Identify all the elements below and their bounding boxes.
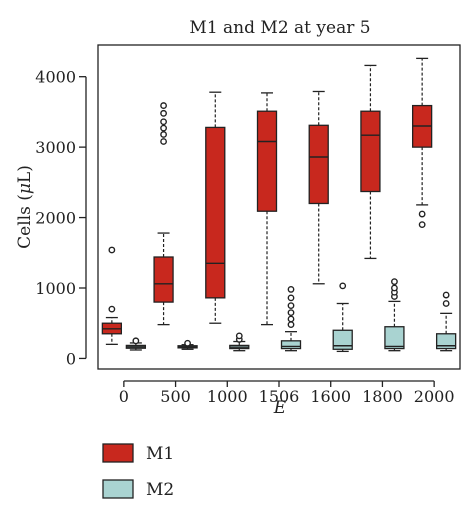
x-tick-label: 2000 <box>414 387 455 406</box>
plot-frame <box>97 44 461 370</box>
outlier-point <box>235 332 243 340</box>
boxplot-m1-1506 <box>256 92 278 326</box>
outlier-point <box>184 339 191 347</box>
box <box>384 326 405 350</box>
box <box>435 333 457 350</box>
boxplots <box>101 57 457 353</box>
outlier-point <box>160 138 167 145</box>
box <box>153 256 174 303</box>
outlier-point <box>418 210 426 218</box>
boxplot-m2-1600 <box>332 282 353 353</box>
boxplot-m1-1600 <box>308 90 329 285</box>
x-axis-label: E <box>273 398 287 418</box>
boxplot-m2-2000 <box>435 291 457 352</box>
y-tick-label: 0 <box>66 349 76 368</box>
y-axis-label: Cells (μL) <box>15 165 35 249</box>
y-tick-label: 1000 <box>35 279 76 298</box>
outlier-point <box>287 302 295 310</box>
boxplot-m1-0 <box>101 246 123 345</box>
outlier-point <box>391 278 398 286</box>
legend-label-m1: M1 <box>146 444 174 464</box>
chart-title: M1 and M2 at year 5 <box>189 18 370 38</box>
boxplot-m1-1000 <box>205 91 226 324</box>
boxplot-m2-1800 <box>384 278 405 352</box>
y-tick-label: 2000 <box>35 209 76 228</box>
outlier-point <box>287 309 295 317</box>
box <box>280 340 302 350</box>
x-tick-label: 500 <box>160 387 191 406</box>
boxplot-m2-0 <box>125 337 147 351</box>
outlier-point <box>108 246 116 254</box>
box <box>332 329 353 350</box>
outlier-point <box>287 321 295 329</box>
box <box>205 126 226 299</box>
outlier-point <box>442 300 450 307</box>
boxplot-m1-500 <box>153 102 174 326</box>
box <box>360 110 381 193</box>
outlier-point <box>160 131 167 138</box>
outlier-point <box>442 291 450 299</box>
x-axis: 0 500 1000 1506 1600 1800 2000 <box>119 380 455 406</box>
boxplot-m2-1000 <box>229 332 250 352</box>
outlier-point <box>108 305 116 313</box>
y-axis: 0 1000 2000 3000 4000 <box>35 68 87 368</box>
box <box>308 124 329 205</box>
outlier-point <box>160 109 167 117</box>
outlier-point <box>160 124 167 132</box>
x-tick-label: 0 <box>119 387 129 406</box>
boxplot-m2-1506 <box>280 286 302 352</box>
boxplot-m2-500 <box>177 339 198 350</box>
outlier-point <box>160 102 167 109</box>
outlier-point <box>287 315 295 323</box>
outlier-point <box>391 284 398 292</box>
x-tick-label: 1000 <box>207 387 248 406</box>
legend-swatch-m1 <box>102 443 134 463</box>
boxplot-m1-1800 <box>360 64 381 260</box>
outlier-point <box>287 286 295 293</box>
y-tick-label: 3000 <box>35 138 76 157</box>
outlier-point <box>339 282 347 290</box>
outlier-point <box>132 337 140 345</box>
y-tick-label: 4000 <box>35 68 76 87</box>
outlier-point <box>160 118 167 126</box>
outlier-point <box>418 221 426 229</box>
boxplot-m1-2000 <box>411 57 433 229</box>
legend-label-m2: M2 <box>146 480 174 500</box>
legend: M1 M2 <box>102 443 174 500</box>
x-tick-label: 1506 <box>259 387 300 406</box>
outlier-point <box>287 294 295 302</box>
x-tick-label: 1800 <box>362 387 403 406</box>
box <box>256 110 278 212</box>
x-tick-label: 1600 <box>310 387 351 406</box>
legend-swatch-m2 <box>102 479 134 499</box>
